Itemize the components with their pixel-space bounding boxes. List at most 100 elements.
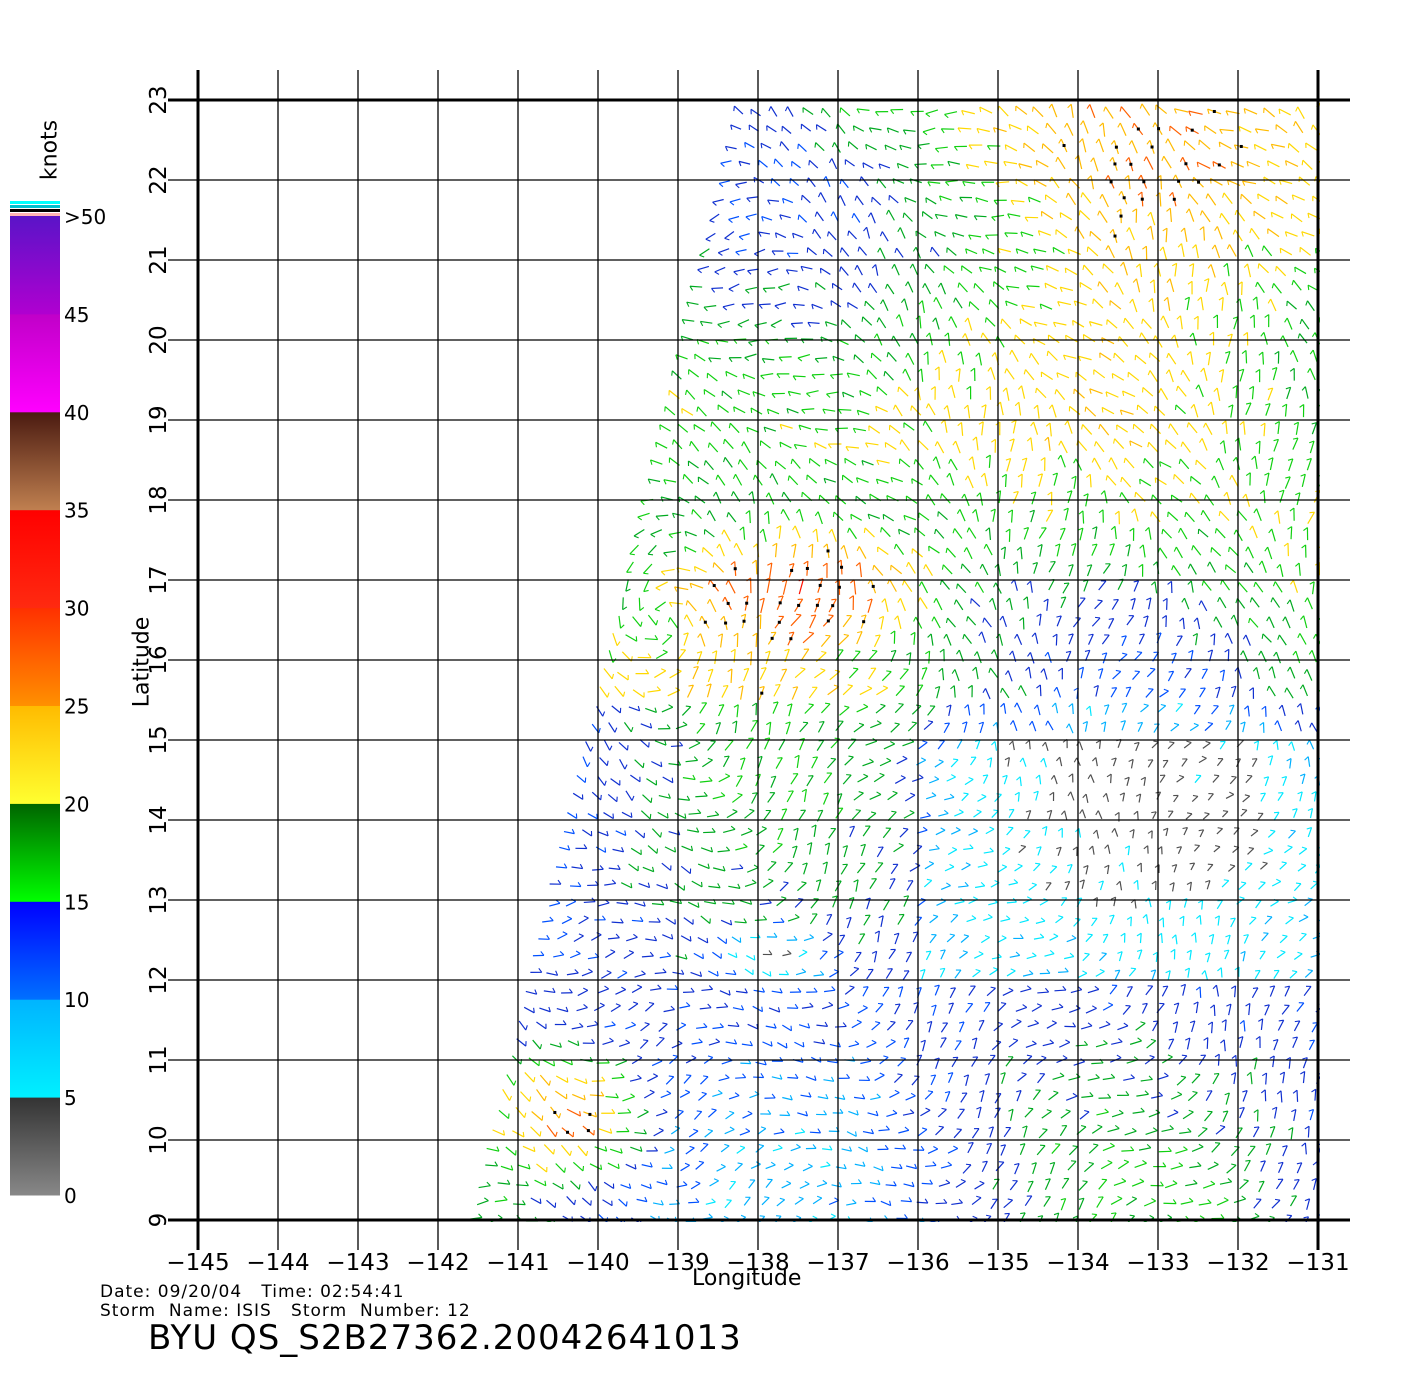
wind-vector (911, 705, 922, 715)
wind-vector (1306, 669, 1313, 681)
wind-vector (1221, 297, 1224, 311)
wind-vector (1194, 932, 1197, 943)
wind-vector (1035, 920, 1046, 924)
wind-vector-barb (1202, 668, 1208, 671)
wind-vector-barb (1267, 755, 1273, 758)
wind-vector (1082, 192, 1092, 204)
wind-vector (1192, 545, 1202, 556)
wind-vector-barb (696, 651, 702, 654)
wind-vector (1201, 900, 1204, 910)
wind-vector-barb (842, 1094, 846, 1100)
wind-vector (572, 1161, 584, 1172)
wind-vector (1141, 1003, 1148, 1014)
wind-vector-barb (1223, 949, 1229, 952)
wind-vector (669, 900, 682, 905)
wind-vector (685, 1147, 695, 1155)
wind-vector (989, 667, 999, 678)
wind-vector-barb (563, 863, 568, 869)
wind-vector (982, 332, 991, 344)
wind-vector (1121, 476, 1132, 488)
wind-vector-barb (1231, 775, 1237, 778)
wind-vector (1275, 1178, 1284, 1190)
wind-vector (1150, 423, 1161, 435)
wind-vector-barb (983, 861, 988, 866)
wind-vector-barb (1128, 758, 1134, 763)
wind-vector (907, 561, 916, 574)
wind-vector-barb (741, 304, 746, 309)
wind-vector-barb (682, 721, 688, 726)
wind-vector-barb (959, 197, 964, 202)
wind-vector (961, 864, 971, 871)
wind-vector-barb (921, 667, 928, 670)
wind-vector (1198, 757, 1207, 764)
wind-vector (625, 634, 638, 642)
wind-vector-barb (791, 543, 797, 547)
wind-vector-barb (773, 1023, 777, 1029)
wind-vector (954, 969, 962, 979)
wind-vector (950, 316, 958, 328)
wind-vector (839, 706, 850, 716)
wind-vector (1133, 580, 1140, 592)
wind-vector (1135, 742, 1140, 752)
wind-vector-barb (1190, 404, 1195, 409)
wind-vector (1051, 1143, 1061, 1154)
wind-vector-barb (733, 406, 735, 412)
wind-vector (655, 581, 668, 589)
wind-vector (681, 706, 692, 716)
wind-vector (1201, 438, 1208, 451)
wind-vector-barb (1042, 825, 1048, 830)
wind-vector (762, 1041, 773, 1047)
wind-vector-barb (672, 1054, 678, 1057)
wind-vector (1327, 827, 1328, 837)
wind-vector-barb (1020, 844, 1026, 848)
wind-vector (566, 1108, 581, 1117)
wind-vector-barb (695, 740, 701, 744)
wind-vector-barb (1056, 756, 1061, 762)
wind-vector-barb (1148, 298, 1153, 303)
wind-vector (940, 885, 951, 890)
wind-vector (1014, 266, 1027, 273)
wind-vector-barb (1064, 267, 1067, 274)
wind-vector (873, 564, 884, 576)
wind-vector-barb (981, 793, 987, 798)
wind-vector (603, 739, 611, 751)
wind-vector-barb (809, 1002, 814, 1008)
wind-vector (1187, 1092, 1198, 1102)
wind-vector (1124, 317, 1135, 330)
wind-vector-barb (1265, 403, 1271, 406)
wind-vector-barb (903, 1037, 909, 1040)
wind-vector (1018, 402, 1022, 416)
wind-vector-barb (1312, 1161, 1318, 1166)
wind-vector-barb (1283, 542, 1289, 547)
wind-vector-barb (1287, 526, 1292, 530)
wind-vector (1110, 1197, 1123, 1205)
wind-vector-barb (1142, 1002, 1148, 1005)
wind-vector-barb (1201, 580, 1205, 586)
wind-vector (820, 703, 831, 714)
wind-vector-barb (779, 988, 783, 994)
wind-vector (963, 633, 972, 644)
wind-vector-barb (707, 1055, 713, 1058)
wind-vector-barb (1300, 1070, 1305, 1075)
wind-vector (934, 984, 940, 996)
wind-vector-barb (1103, 704, 1110, 707)
wind-vector (1081, 879, 1085, 889)
wind-vector-barb (1299, 404, 1304, 408)
wind-vector-barb (941, 564, 944, 570)
wind-vector (670, 745, 683, 748)
wind-vector-barb (1134, 741, 1140, 745)
wind-vector (720, 1145, 730, 1153)
wind-vector (674, 882, 685, 891)
wind-vector-barb (815, 879, 821, 882)
wind-vector (838, 408, 852, 411)
wind-vector-barb (1307, 213, 1310, 219)
rain-flag (712, 584, 716, 588)
wind-vector-barb (1185, 208, 1190, 214)
wind-vector (825, 321, 837, 327)
wind-vector-barb (906, 951, 912, 954)
wind-vector-barb (697, 633, 701, 638)
wind-vector (760, 440, 771, 449)
wind-vector-barb (637, 984, 643, 988)
wind-vector (1127, 845, 1131, 856)
wind-vector-barb (790, 458, 793, 464)
